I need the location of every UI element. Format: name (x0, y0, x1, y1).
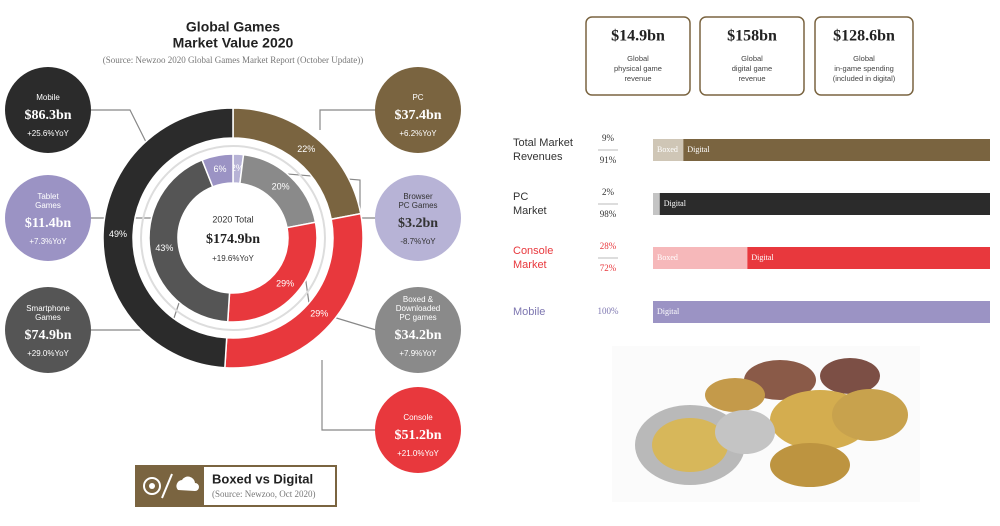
bubble-name: Smartphone (26, 304, 70, 313)
summary-value: $128.6bn (833, 28, 895, 45)
bar-segment (653, 247, 748, 269)
bar-row-label: Market (513, 205, 547, 217)
summary-text: (included in digital) (833, 74, 896, 83)
summary-text: Global (741, 54, 763, 63)
summary-text: physical game (614, 64, 662, 73)
summary-text: Global (627, 54, 649, 63)
bubble-value: $34.2bn (394, 328, 441, 343)
bubble-name: Downloaded (396, 304, 440, 313)
summary-value: $158bn (727, 28, 777, 45)
source: (Source: Newzoo 2020 Global Games Market… (103, 55, 363, 65)
bar-row-label: Console (513, 245, 553, 257)
segment-name: Digital (657, 307, 680, 316)
ring-label: 2% (231, 163, 244, 173)
bar-segment (653, 301, 990, 323)
bubble-value: $37.4bn (394, 108, 441, 123)
bubble-growth: -8.7%YoY (400, 237, 436, 246)
center (179, 184, 287, 292)
segment-percent: 9% (602, 133, 615, 143)
bubble (375, 67, 461, 153)
bubble-growth: +7.9%YoY (399, 349, 437, 358)
summary-value: $14.9bn (611, 28, 665, 45)
bubble-growth: +21.0%YoY (397, 449, 439, 458)
segment-percent: 100% (598, 306, 620, 316)
ring-label: 22% (297, 144, 315, 154)
bubble-growth: +25.6%YoY (27, 129, 69, 138)
bar-segment (653, 193, 660, 215)
bubble-value: $86.3bn (24, 108, 71, 123)
ring-segment (201, 153, 234, 188)
ring-segment (102, 107, 234, 369)
bubble-name: PC Games (398, 201, 437, 210)
ring-segment (148, 158, 231, 323)
title: Global Games (186, 19, 280, 35)
bar-segment (683, 139, 990, 161)
summary-box (699, 16, 805, 96)
bubble (5, 67, 91, 153)
segment-name: Boxed (657, 145, 678, 154)
bubble-name: Browser (403, 192, 433, 201)
title: Market Value 2020 (173, 35, 294, 51)
segment-percent: 2% (602, 187, 615, 197)
bar-segment (747, 247, 990, 269)
bubble-value: $11.4bn (25, 216, 72, 231)
bubble (375, 175, 461, 261)
segment-percent: 91% (600, 155, 617, 165)
segment-percent: 28% (600, 241, 617, 251)
summary-text: in-game spending (834, 64, 894, 73)
ring-label: 29% (310, 308, 328, 318)
ring-label: 20% (272, 182, 290, 192)
footer-title: Boxed vs Digital (212, 471, 313, 486)
bubble-growth: +6.2%YoY (399, 129, 437, 138)
segment-name: Boxed (657, 253, 678, 262)
ring-label: 6% (213, 164, 226, 174)
footer-source: (Source: Newzoo, Oct 2020) (212, 489, 315, 499)
segment-percent: 98% (600, 209, 617, 219)
footer: Boxed vs Digital (Source: Newzoo, Oct 20… (135, 465, 337, 507)
bar-segment (653, 139, 684, 161)
bar-segment (659, 193, 990, 215)
bubble-name: Games (35, 313, 61, 322)
segment-name: Digital (687, 145, 710, 154)
bubble-name: Boxed & (403, 295, 434, 304)
bubble-name: Games (35, 201, 61, 210)
center-label: 2020 Total (212, 214, 253, 224)
bubble-name: PC games (399, 313, 436, 322)
bar-row-label: Market (513, 259, 547, 271)
bubble (375, 387, 461, 473)
segment-name: Digital (664, 199, 687, 208)
ring-label: 43% (155, 243, 173, 253)
segment-percent: 72% (600, 263, 617, 273)
bubble (375, 287, 461, 373)
bar-row-label: PC (513, 191, 528, 203)
center-value: $174.9bn (206, 232, 260, 247)
bubble (5, 175, 91, 261)
bubble-growth: +29.0%YoY (27, 349, 69, 358)
bubble (5, 287, 91, 373)
summary-box (585, 16, 691, 96)
bar-row-label: Revenues (513, 151, 563, 163)
ring-label: 49% (109, 229, 127, 239)
bubble-name: Console (403, 413, 433, 422)
summary-text: Global (853, 54, 875, 63)
summary-text: revenue (738, 74, 765, 83)
ring-label: 29% (276, 278, 294, 288)
bubble-value: $3.2bn (398, 216, 438, 231)
bubble-value: $51.2bn (394, 428, 441, 443)
center-growth: +19.6%YoY (212, 254, 254, 263)
bar-row-label: Mobile (513, 306, 545, 318)
bubble-name: Mobile (36, 93, 60, 102)
segment-name: Digital (751, 253, 774, 262)
coins-photo (612, 346, 920, 502)
summary-text: digital game (732, 64, 772, 73)
summary-box (814, 16, 914, 96)
bar-row-label: Total Market (513, 137, 573, 149)
bubble-growth: +7.3%YoY (29, 237, 67, 246)
bubble-value: $74.9bn (24, 328, 71, 343)
bubble-name: Tablet (37, 192, 59, 201)
bubble-name: PC (412, 93, 423, 102)
summary-text: revenue (624, 74, 651, 83)
ring-gap (140, 145, 326, 331)
